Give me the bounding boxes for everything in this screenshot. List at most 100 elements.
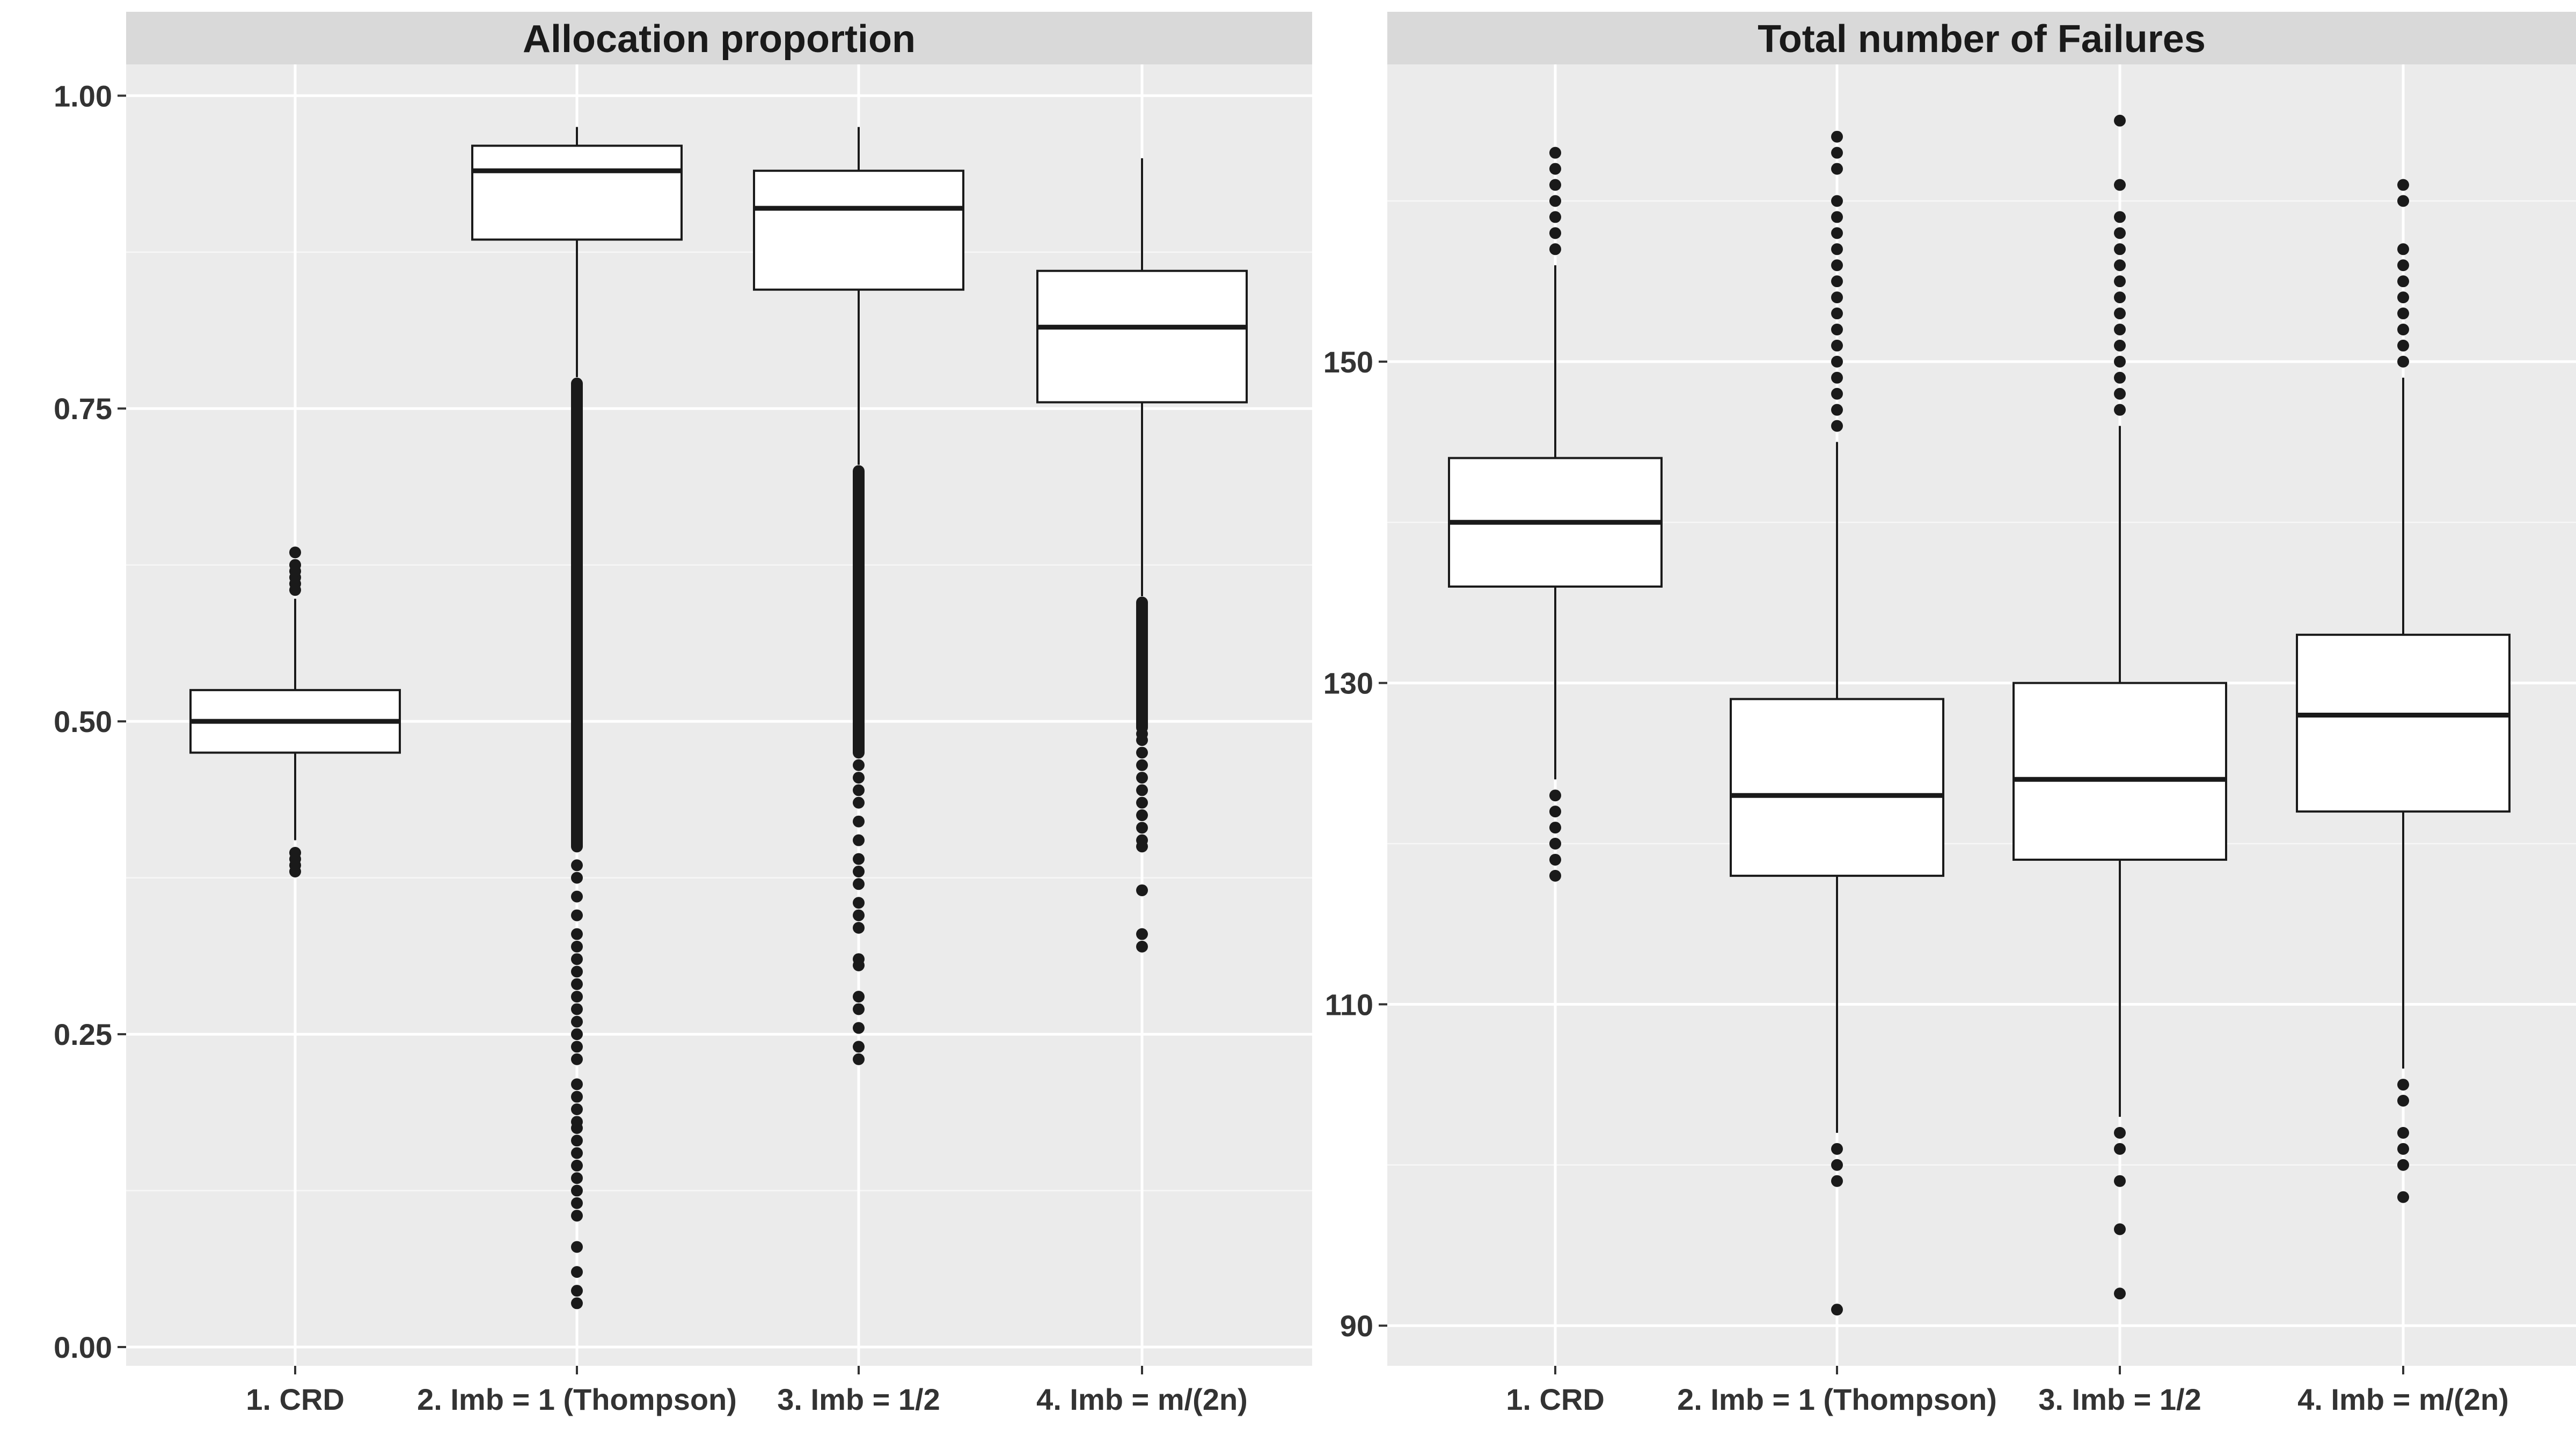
outlier-point [2114,1143,2126,1155]
outlier-point [571,940,583,953]
outlier-point [853,991,865,1003]
panel-total-failures: Total number of Failures 90 110 130 150 1. CR… [1323,12,2576,1416]
box-2 [1730,130,1944,1316]
outlier-point [1549,227,1561,239]
outlier-point [1831,404,1843,416]
outlier-point [571,1297,583,1309]
outlier-point [853,1022,865,1034]
box-body [1036,269,1248,404]
outlier-point [1136,809,1148,822]
outlier-point [571,953,583,965]
outlier-point [1831,1175,1843,1187]
outlier-point [1831,259,1843,272]
box-1 [1448,147,1663,882]
x-tick-label: 4. Imb = m/(2n) [2297,1382,2509,1416]
outlier-point [2114,275,2126,288]
outlier-point [571,1135,583,1147]
outlier-point [1136,747,1148,759]
outlier-point [1831,1159,1843,1171]
outlier-point [2397,195,2409,207]
outlier-point [853,1041,865,1053]
outlier-point [571,1003,583,1015]
outlier-point [1831,227,1843,239]
outlier-point [571,1116,583,1128]
outlier-point [2397,179,2409,191]
outlier-point [2114,227,2126,239]
outlier-point [2397,1079,2409,1091]
outlier-point [1136,884,1148,896]
outlier-point [2114,323,2126,335]
outlier-point [2114,291,2126,304]
outlier-point [2397,1095,2409,1107]
y-tick-label: 130 [1323,667,1373,700]
x-tick-label: 2. Imb = 1 (Thompson) [417,1382,737,1416]
outlier-point [1831,1143,1843,1155]
panel-allocation-proportion: Allocation proportion 0.00 0.25 0.50 0.75 1.0… [54,12,1312,1416]
x-tick-label: 3. Imb = 1/2 [777,1382,940,1416]
panel-strip [1387,12,2576,64]
box-3 [753,127,964,1065]
outlier-point [1831,355,1843,368]
y-tick-label: 0.50 [54,705,112,738]
outlier-point [1831,371,1843,384]
outlier-point [571,1241,583,1253]
outlier-point [571,872,583,884]
outlier-point [2397,1191,2409,1203]
outlier-point [2397,259,2409,272]
panel-title: Total number of Failures [1758,18,2206,61]
outlier-point [571,1053,583,1065]
outlier-point [571,1285,583,1297]
x-tick-label: 4. Imb = m/(2n) [1036,1382,1248,1416]
outlier-band [571,377,583,853]
outlier-point [1136,940,1148,953]
outlier-point [1549,869,1561,882]
outlier-point [1831,243,1843,255]
outlier-point [1831,387,1843,400]
outlier-point [571,859,583,872]
outlier-point [853,772,865,784]
outlier-point [853,897,865,909]
box-body [753,170,964,291]
outlier-point [2114,1175,2126,1187]
outlier-point [1136,928,1148,940]
outlier-point [1549,179,1561,191]
box-1 [189,546,401,877]
outlier-point [1831,339,1843,352]
y-tick-label: 110 [1325,987,1373,1021]
outlier-point [1831,323,1843,335]
outlier-point [2397,323,2409,335]
outlier-point [289,546,301,559]
y-tick-label: 0.00 [54,1330,112,1364]
outlier-point [1549,243,1561,255]
outlier-point [853,921,865,934]
outlier-point [2397,291,2409,304]
outlier-point [1831,163,1843,175]
outlier-point [2114,259,2126,272]
outlier-point [2397,339,2409,352]
outlier-point [1136,784,1148,796]
outlier-point [853,909,865,921]
outlier-point [571,1159,583,1172]
outlier-point [571,928,583,940]
outlier-point [289,846,301,859]
outlier-point [2114,243,2126,255]
panel-strip [126,12,1312,64]
outlier-point [1549,838,1561,850]
outlier-point [571,1184,583,1197]
outlier-point [1549,822,1561,834]
outlier-point [571,1147,583,1159]
outlier-point [1831,308,1843,320]
box-4 [2296,179,2511,1203]
outlier-point [571,1015,583,1028]
box-body [471,144,683,241]
outlier-band [853,465,865,759]
outlier-point [2114,179,2126,191]
panel-title: Allocation proportion [523,18,916,61]
box-body [2296,633,2511,813]
outlier-point [1549,211,1561,223]
y-tick-label: 90 [1340,1309,1373,1343]
outlier-point [1549,163,1561,175]
outlier-point [2397,275,2409,288]
outlier-point [1136,772,1148,784]
